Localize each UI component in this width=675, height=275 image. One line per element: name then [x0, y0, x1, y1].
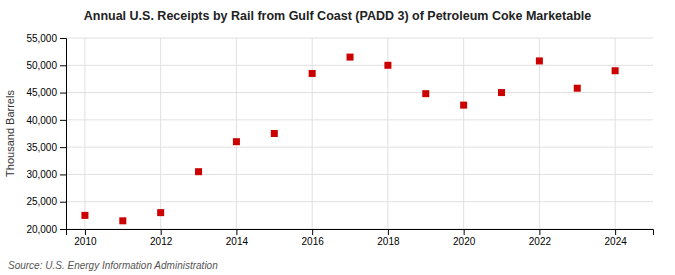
grid-line-x — [84, 38, 85, 229]
tick-mark — [60, 147, 66, 148]
x-axis: 2010 2012 2014 2016 2018 2020 2022 2024 — [67, 229, 654, 247]
point — [536, 57, 543, 64]
tick-mark — [539, 229, 540, 235]
grid-line-x — [539, 38, 540, 229]
tick-label: 2018 — [377, 236, 400, 247]
grid-line-y — [66, 201, 653, 202]
axis-line — [67, 230, 654, 236]
point — [195, 168, 202, 175]
point — [157, 209, 164, 216]
tick: 2010 — [74, 229, 97, 247]
tick: 55,000 — [26, 33, 66, 44]
plot-area: 2010 2012 2014 2016 2018 2020 2022 2024 20,000 25… — [26, 33, 653, 247]
tick: 35,000 — [26, 142, 66, 153]
tick-label: 2020 — [453, 236, 476, 247]
tick-label: 30,000 — [26, 169, 57, 180]
point — [422, 90, 429, 97]
tick-label: 25,000 — [26, 196, 57, 207]
grid — [66, 38, 653, 229]
tick-mark — [60, 38, 66, 39]
tick: 30,000 — [26, 169, 66, 180]
tick: 40,000 — [26, 115, 66, 126]
tick: 2020 — [453, 229, 476, 247]
tick-label: 50,000 — [26, 60, 57, 71]
tick-label: 2024 — [605, 236, 628, 247]
tick-mark — [60, 120, 66, 121]
grid-line-y — [66, 65, 653, 66]
y-axis-label: Thousand Barrels — [4, 90, 16, 177]
title: Annual U.S. Receipts by Rail from Gulf C… — [84, 9, 592, 23]
tick-label: 2012 — [150, 236, 173, 247]
tick-label: 35,000 — [26, 142, 57, 153]
tick-mark — [236, 229, 237, 235]
tick-label: 40,000 — [26, 115, 57, 126]
chart: 2010 2012 2014 2016 2018 2020 2022 2024 20,000 25… — [0, 0, 675, 275]
tick-mark — [161, 229, 162, 235]
tick-label: 2010 — [74, 236, 97, 247]
point — [81, 212, 88, 219]
tick: 2012 — [150, 229, 173, 247]
tick-mark — [60, 174, 66, 175]
point — [309, 70, 316, 77]
grid-line-x — [160, 38, 161, 229]
tick-mark — [615, 229, 616, 235]
tick-label: 2022 — [529, 236, 552, 247]
tick-mark — [60, 65, 66, 66]
axis-line — [60, 39, 67, 230]
tick-label: 45,000 — [26, 87, 57, 98]
tick: 2018 — [377, 229, 400, 247]
tick-label: 20,000 — [26, 224, 57, 235]
marks — [81, 54, 618, 225]
grid-line-y — [66, 92, 653, 93]
tick-mark — [85, 229, 86, 235]
tick: 45,000 — [26, 87, 66, 98]
point — [119, 217, 126, 224]
y-axis: 20,000 25,000 30,000 35,000 40,000 45,000 50,0… — [26, 33, 66, 235]
tick-mark — [312, 229, 313, 235]
grid-line-y — [66, 174, 653, 175]
tick: 2024 — [605, 229, 628, 247]
tick: 20,000 — [26, 224, 66, 235]
point — [460, 102, 467, 109]
tick-label: 2016 — [302, 236, 325, 247]
grid-line-x — [463, 38, 464, 229]
point — [271, 130, 278, 137]
tick: 50,000 — [26, 60, 66, 71]
tick: 2022 — [529, 229, 552, 247]
tick-label: 2014 — [226, 236, 249, 247]
tick: 25,000 — [26, 196, 66, 207]
tick-mark — [388, 229, 389, 235]
point — [384, 62, 391, 69]
tick-mark — [60, 202, 66, 203]
grid-line-x — [312, 38, 313, 229]
tick-label: 55,000 — [26, 33, 57, 44]
tick-mark — [60, 229, 66, 230]
grid-line-y — [66, 147, 653, 148]
tick-mark — [464, 229, 465, 235]
grid-line-x — [236, 38, 237, 229]
point — [347, 54, 354, 61]
point — [574, 85, 581, 92]
point — [612, 67, 619, 74]
tick: 2014 — [226, 229, 249, 247]
tick: 2016 — [302, 229, 325, 247]
annotation: Source: U.S. Energy Information Administ… — [8, 260, 218, 271]
grid-line-y — [66, 38, 653, 39]
grid-line-x — [615, 38, 616, 229]
point — [498, 89, 505, 96]
point — [233, 138, 240, 145]
grid-line-y — [66, 119, 653, 120]
tick-mark — [60, 93, 66, 94]
